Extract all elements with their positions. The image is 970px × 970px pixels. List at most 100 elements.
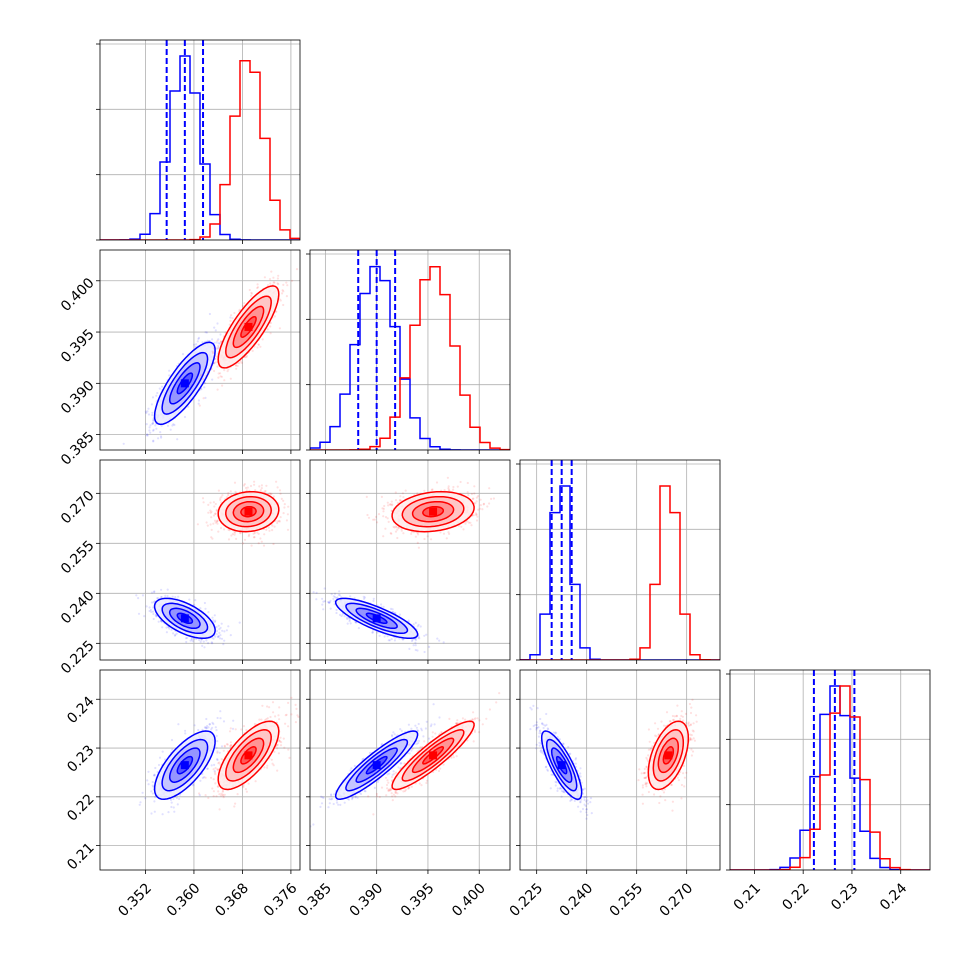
sample-point [256, 346, 259, 349]
sample-point [216, 322, 219, 325]
center-marker-red [244, 507, 253, 516]
sample-point [269, 332, 272, 335]
sample-point [216, 388, 219, 391]
sample-point [382, 535, 385, 538]
sample-point [213, 354, 216, 358]
sample-point [233, 530, 236, 533]
sample-point [205, 331, 208, 334]
sample-point [227, 528, 230, 531]
sample-point [212, 522, 215, 525]
sample-point [206, 524, 209, 527]
sample-point [392, 611, 395, 614]
panel-content [310, 250, 510, 450]
sample-point [203, 386, 206, 389]
sample-point [213, 519, 217, 522]
sample-point [261, 338, 264, 341]
sample-point [205, 374, 208, 377]
sample-point [387, 504, 390, 507]
sample-point [227, 625, 230, 628]
panel-content [100, 250, 300, 450]
sample-point [150, 591, 154, 594]
sample-point [199, 607, 202, 610]
sample-point [122, 442, 125, 445]
sample-point [221, 384, 224, 387]
sample-point [153, 591, 156, 594]
sample-point [239, 360, 242, 363]
sample-point [160, 436, 163, 439]
sample-point [227, 538, 231, 541]
sample-point [201, 644, 204, 648]
sample-point [446, 476, 449, 479]
sample-point [220, 495, 223, 499]
panel-content [100, 40, 300, 240]
sample-point [282, 511, 285, 515]
sample-point [328, 601, 331, 604]
sample-point [357, 627, 360, 630]
sample-point [203, 382, 207, 385]
sample-point [230, 493, 233, 496]
sample-point [150, 610, 153, 614]
sample-point [396, 536, 399, 540]
sample-point [194, 345, 197, 348]
sample-point [407, 619, 410, 622]
sample-point [479, 507, 482, 510]
sample-point [380, 495, 383, 498]
sample-point [216, 365, 219, 368]
sample-point [183, 415, 187, 419]
sample-point [474, 512, 477, 515]
sample-point [414, 641, 417, 644]
sample-point [278, 489, 282, 492]
sample-point [157, 620, 160, 623]
sample-point [214, 361, 217, 364]
sample-point [282, 290, 285, 293]
sample-point [414, 621, 417, 625]
sample-point [212, 501, 215, 504]
sample-point [349, 622, 352, 625]
sample-point [287, 505, 290, 508]
sample-point [252, 532, 255, 535]
sample-point [214, 619, 217, 622]
sample-point [414, 644, 417, 647]
sample-point [238, 308, 241, 311]
sample-point [219, 375, 222, 378]
sample-point [215, 633, 218, 636]
sample-point [157, 437, 160, 440]
sample-point [281, 289, 284, 292]
center-marker-blue [180, 379, 189, 388]
sample-point [253, 480, 256, 483]
sample-point [332, 597, 335, 601]
sample-point [210, 516, 213, 519]
sample-point [265, 528, 268, 532]
sample-point [166, 594, 169, 598]
sample-point [346, 622, 349, 625]
sample-point [168, 627, 171, 630]
sample-point [246, 486, 249, 489]
sample-point [329, 607, 332, 610]
sample-point [378, 634, 381, 637]
sample-point [475, 496, 478, 499]
sample-point [282, 303, 285, 307]
sample-point [230, 314, 233, 317]
sample-point [211, 616, 214, 619]
sample-point [266, 328, 269, 331]
sample-point [414, 535, 417, 538]
sample-point [285, 295, 288, 298]
sample-point [207, 371, 210, 374]
sample-point [181, 353, 185, 356]
sample-point [166, 424, 170, 427]
sample-point [400, 529, 403, 532]
sample-point [187, 405, 190, 408]
sample-point [417, 533, 420, 536]
sample-point [245, 354, 248, 357]
sample-point [215, 347, 218, 350]
sample-point [152, 440, 155, 443]
sample-point [160, 385, 164, 388]
sample-point [258, 485, 261, 488]
sample-point [210, 528, 213, 532]
sample-point [216, 339, 219, 342]
sample-point [273, 525, 276, 528]
sample-point [171, 595, 174, 598]
sample-point [155, 394, 158, 397]
sample-point [233, 531, 237, 534]
sample-point [211, 537, 214, 540]
